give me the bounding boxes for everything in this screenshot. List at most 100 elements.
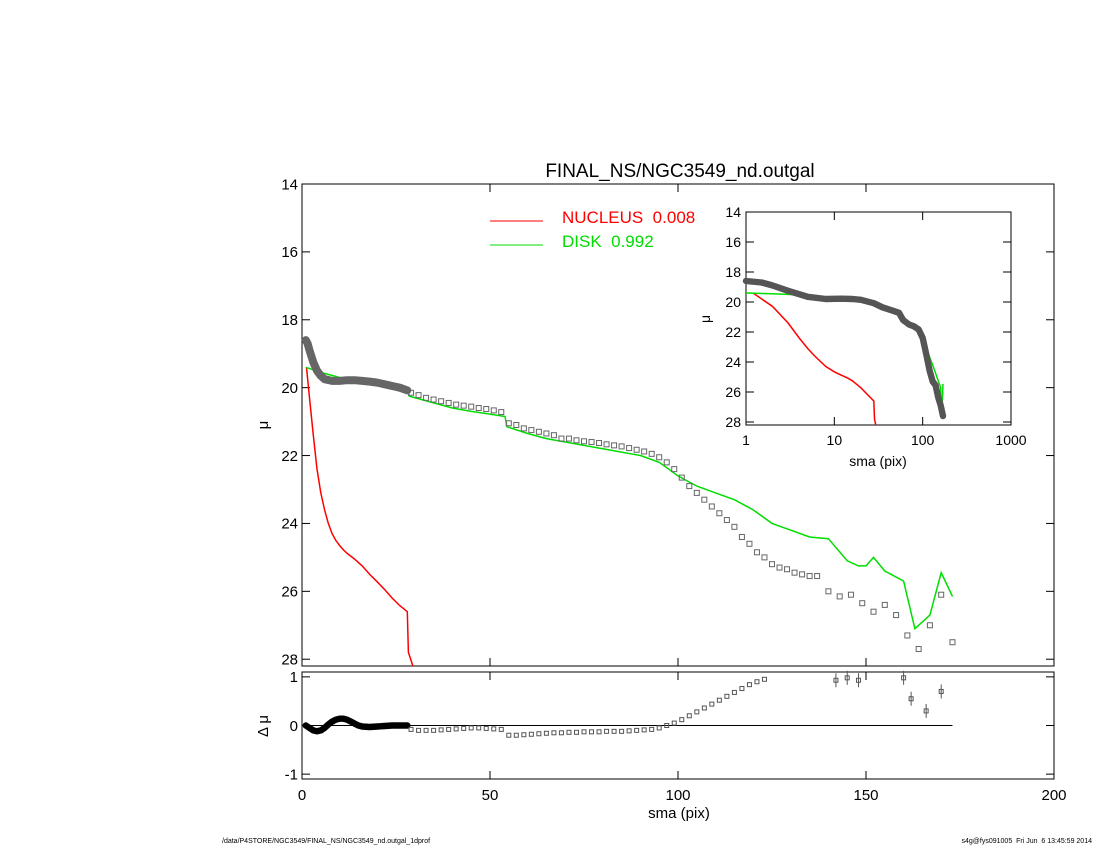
inset-xtick-label: 1000 — [995, 432, 1026, 448]
residual-marker — [671, 720, 677, 726]
residual-marker — [453, 726, 459, 732]
residual-marker — [408, 726, 414, 732]
main-ytick-label: 16 — [281, 244, 298, 261]
residual-marker — [521, 732, 527, 738]
residual-marker — [923, 708, 929, 714]
legend-nucleus-label: NUCLEUS 0.008 — [562, 208, 695, 227]
residual-marker — [589, 729, 595, 735]
inset-ytick-label: 16 — [725, 234, 741, 250]
residual-marker — [679, 717, 685, 723]
main-marker — [603, 441, 610, 448]
residual-marker — [611, 728, 617, 734]
main-marker — [656, 454, 663, 461]
main-marker — [723, 517, 730, 524]
main-marker — [611, 442, 618, 449]
inset-xtick-label: 10 — [827, 432, 843, 448]
residual-marker — [694, 709, 700, 715]
inset-log-panel: 14 16 18 20 22 24 26 281 10 100 1000 μ sma (pix) — [697, 204, 1027, 469]
main-ytick-label: 20 — [281, 380, 298, 397]
main-marker — [648, 450, 655, 457]
main-marker — [686, 483, 693, 490]
residual-marker — [855, 677, 861, 683]
main-marker — [915, 646, 922, 653]
main-marker — [483, 406, 490, 413]
chart-title: FINAL_NS/NGC3549_nd.outgal — [545, 161, 814, 182]
main-ytick-label: 18 — [281, 312, 298, 329]
footer-timestamp: s4g@fys091005 Fri Jun 6 13:45:59 2014 — [961, 838, 1092, 845]
main-marker — [791, 569, 798, 576]
inset-dense-marker-trail — [742, 277, 947, 420]
main-marker — [776, 564, 783, 571]
main-marker — [573, 437, 580, 444]
main-marker — [490, 407, 497, 414]
main-marker — [596, 439, 603, 446]
main-marker — [535, 428, 542, 435]
legend-disk-label: DISK 0.992 — [562, 232, 654, 251]
residual-marker — [701, 705, 707, 711]
residual-ytick-label: 0 — [290, 718, 298, 735]
residual-marker — [491, 726, 497, 732]
residual-marker — [833, 677, 839, 683]
residual-dense-marker-trail — [302, 715, 411, 735]
main-marker — [641, 448, 648, 455]
residual-marker — [483, 725, 489, 731]
main-ytick-label: 28 — [281, 651, 298, 668]
inset-ytick-label: 28 — [725, 414, 741, 430]
residual-marker — [551, 730, 557, 736]
inset-ytick-label: 18 — [725, 264, 741, 280]
main-marker — [926, 622, 933, 629]
residual-marker — [844, 675, 850, 681]
inset-ytick-label: 24 — [725, 354, 741, 370]
main-marker — [761, 554, 768, 561]
residual-marker — [649, 726, 655, 732]
residual-marker — [468, 725, 474, 731]
inset-series — [742, 277, 947, 426]
residual-marker — [476, 725, 482, 731]
main-marker — [423, 394, 430, 401]
main-marker — [408, 389, 415, 396]
main-marker — [415, 392, 422, 399]
residual-marker — [498, 726, 504, 732]
residual-ytick-label: 1 — [290, 669, 298, 686]
main-marker — [558, 435, 565, 442]
residual-marker — [901, 675, 907, 681]
residual-marker — [908, 696, 914, 702]
main-marker — [468, 403, 475, 410]
residual-marker — [731, 689, 737, 695]
main-ytick-label: 22 — [281, 448, 298, 465]
main-marker — [626, 445, 633, 452]
main-profile-panel: 14 16 18 20 22 24 26 28 μ — [255, 176, 1055, 668]
main-ytick-label: 24 — [281, 516, 298, 533]
residual-marker — [664, 723, 670, 728]
footer-file-path: /data/P4STORE/NGC3549/FINAL_NS/NGC3549_n… — [222, 838, 431, 845]
residual-marker — [761, 676, 767, 682]
main-marker — [581, 438, 587, 445]
residual-marker — [573, 729, 579, 735]
residual-marker — [686, 713, 692, 719]
residual-series — [302, 670, 944, 738]
inset-ytick-label: 22 — [725, 324, 741, 340]
main-marker — [753, 549, 760, 556]
main-marker — [949, 639, 956, 646]
main-marker — [550, 432, 557, 439]
residual-marker — [431, 727, 437, 733]
main-marker — [904, 632, 911, 639]
main-marker — [738, 534, 745, 541]
main-marker — [716, 510, 723, 517]
main-dense-marker-trail — [301, 336, 412, 395]
residual-xtick-label: 200 — [1041, 787, 1066, 804]
main-marker — [836, 593, 843, 600]
main-marker — [693, 489, 700, 496]
residual-marker — [716, 697, 722, 703]
residual-marker — [619, 728, 625, 734]
main-marker — [859, 600, 866, 607]
residual-marker — [528, 731, 534, 737]
main-marker — [708, 503, 715, 510]
main-line — [305, 367, 414, 667]
inset-ytick-label: 20 — [725, 294, 741, 310]
main-marker — [814, 573, 821, 580]
residual-xtick-label: 50 — [482, 787, 499, 804]
residual-marker — [754, 679, 760, 685]
